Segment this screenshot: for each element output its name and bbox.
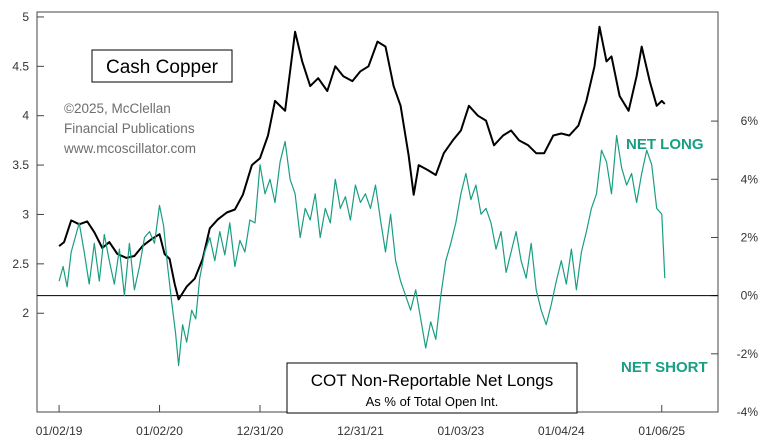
y-right-tick-label: -4% xyxy=(737,405,759,419)
y-left-tick-label: 5 xyxy=(22,10,29,24)
y-right-tick-label: -2% xyxy=(737,347,759,361)
x-tick-label: 12/31/20 xyxy=(237,424,284,438)
y-left-tick-label: 2.5 xyxy=(12,257,29,271)
lower-title: COT Non-Reportable Net Longs xyxy=(311,371,554,390)
credit-line-1: ©2025, McClellan xyxy=(64,101,171,116)
right-axis: 6% 4% 2% 0% -2% -4% xyxy=(711,114,758,419)
credit-block: ©2025, McClellan Financial Publications … xyxy=(63,101,196,156)
x-tick-label: 01/06/25 xyxy=(638,424,685,438)
y-left-tick-label: 2 xyxy=(22,306,29,320)
x-tick-label: 01/02/19 xyxy=(36,424,83,438)
x-axis: 01/02/19 01/02/20 12/31/20 12/31/21 01/03/23… xyxy=(36,405,685,438)
y-left-tick-label: 3.5 xyxy=(12,158,29,172)
x-tick-label: 01/04/24 xyxy=(538,424,585,438)
y-right-tick-label: 6% xyxy=(741,114,759,128)
cot-net-longs-line xyxy=(58,135,666,367)
y-left-tick-label: 4 xyxy=(22,109,29,123)
net-short-label: NET SHORT xyxy=(621,359,708,376)
lower-title-frame xyxy=(286,362,578,414)
left-axis: 5 4.5 4 3.5 3 2.5 2 xyxy=(12,10,44,320)
chart-title: Cash Copper xyxy=(106,57,219,78)
y-right-tick-label: 4% xyxy=(741,172,759,186)
copper-price-line xyxy=(58,25,666,301)
x-tick-label: 01/03/23 xyxy=(438,424,485,438)
title-box-frame xyxy=(91,49,233,83)
credit-line-2: Financial Publications xyxy=(64,121,195,136)
series-layer xyxy=(58,25,666,367)
lower-title-box: COT Non-Reportable Net Longs As % of Tot… xyxy=(286,362,578,414)
credit-line-3: www.mcoscillator.com xyxy=(63,141,196,156)
x-tick-label: 01/02/20 xyxy=(136,424,183,438)
title-box: Cash Copper xyxy=(91,49,233,83)
x-tick-label: 12/31/21 xyxy=(337,424,384,438)
y-right-tick-label: 0% xyxy=(741,289,759,303)
y-left-tick-label: 4.5 xyxy=(12,59,29,73)
net-long-label: NET LONG xyxy=(626,136,704,153)
lower-subtitle: As % of Total Open Int. xyxy=(366,394,499,409)
y-right-tick-label: 2% xyxy=(741,230,759,244)
y-left-tick-label: 3 xyxy=(22,207,29,221)
